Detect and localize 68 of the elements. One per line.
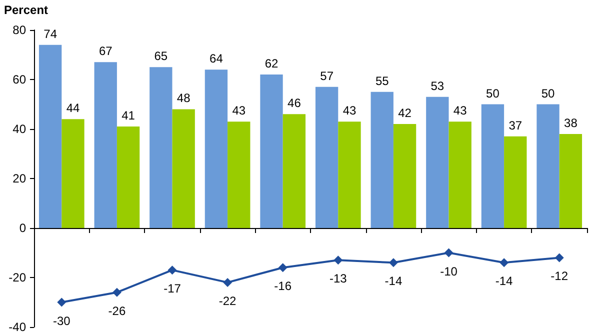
bar <box>559 134 582 228</box>
point <box>57 298 66 307</box>
bar <box>62 119 84 228</box>
data-label: -30 <box>52 314 71 328</box>
data-label: -17 <box>164 282 182 296</box>
data-label: -22 <box>218 294 237 308</box>
point <box>223 278 232 287</box>
bar <box>393 124 416 228</box>
y-tick-label: 80 <box>12 23 26 37</box>
y-tick-label: 0 <box>19 221 26 235</box>
data-label: 50 <box>541 86 556 100</box>
data-label: 43 <box>342 104 356 118</box>
data-label: 64 <box>210 52 224 66</box>
point <box>554 253 564 262</box>
bar <box>228 122 250 228</box>
data-label: 62 <box>264 56 279 71</box>
bar <box>172 109 195 228</box>
bar <box>150 67 172 228</box>
data-label: 57 <box>320 68 334 83</box>
bar <box>116 126 140 228</box>
data-label: -12 <box>550 269 568 284</box>
point <box>334 256 343 265</box>
data-label: -16 <box>274 279 292 294</box>
bar <box>204 70 228 228</box>
data-label: -14 <box>384 274 402 288</box>
bar <box>282 114 306 228</box>
data-label: -13 <box>329 272 348 286</box>
bar <box>370 92 394 228</box>
data-label: -26 <box>108 304 126 318</box>
data-label: 43 <box>232 104 246 118</box>
data-label: 48 <box>176 91 191 106</box>
bar <box>338 122 361 228</box>
bar <box>315 86 338 228</box>
point <box>168 266 177 275</box>
bar <box>38 44 62 228</box>
bar <box>260 74 283 228</box>
data-label: 42 <box>398 106 412 120</box>
bar <box>94 62 117 228</box>
y-tick-label: 20 <box>12 172 26 186</box>
data-label: -14 <box>495 274 514 288</box>
bar <box>426 96 449 228</box>
point <box>444 248 454 258</box>
y-tick-label: 40 <box>12 122 26 136</box>
data-label: 74 <box>44 26 58 41</box>
data-label: 44 <box>66 101 80 116</box>
data-label: 41 <box>122 108 136 123</box>
y-tick-label: 60 <box>12 72 26 86</box>
point <box>500 258 509 268</box>
point <box>112 288 122 297</box>
data-label: 37 <box>508 118 522 132</box>
data-label: 67 <box>98 44 113 58</box>
data-label: 50 <box>486 86 500 100</box>
data-label: 65 <box>154 49 168 64</box>
data-label: 53 <box>430 78 444 93</box>
point <box>278 263 288 272</box>
data-label: -10 <box>440 264 458 278</box>
data-label: 43 <box>453 104 468 118</box>
point <box>388 258 398 268</box>
data-label: 38 <box>564 116 578 130</box>
bar <box>481 104 504 228</box>
y-tick-label: -40 <box>8 320 26 334</box>
bar <box>504 136 527 228</box>
bar <box>536 104 560 228</box>
y-axis-title: Percent <box>4 3 48 17</box>
bar <box>448 122 472 228</box>
y-tick-label: -20 <box>8 270 26 284</box>
data-label: 46 <box>288 96 302 110</box>
data-label: 55 <box>375 74 390 88</box>
